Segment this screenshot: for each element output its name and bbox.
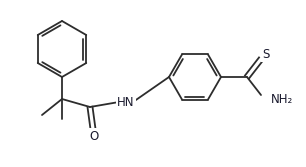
Text: HN: HN (117, 96, 135, 109)
Text: O: O (89, 129, 99, 142)
Text: NH₂: NH₂ (271, 93, 293, 106)
Text: S: S (262, 47, 270, 60)
